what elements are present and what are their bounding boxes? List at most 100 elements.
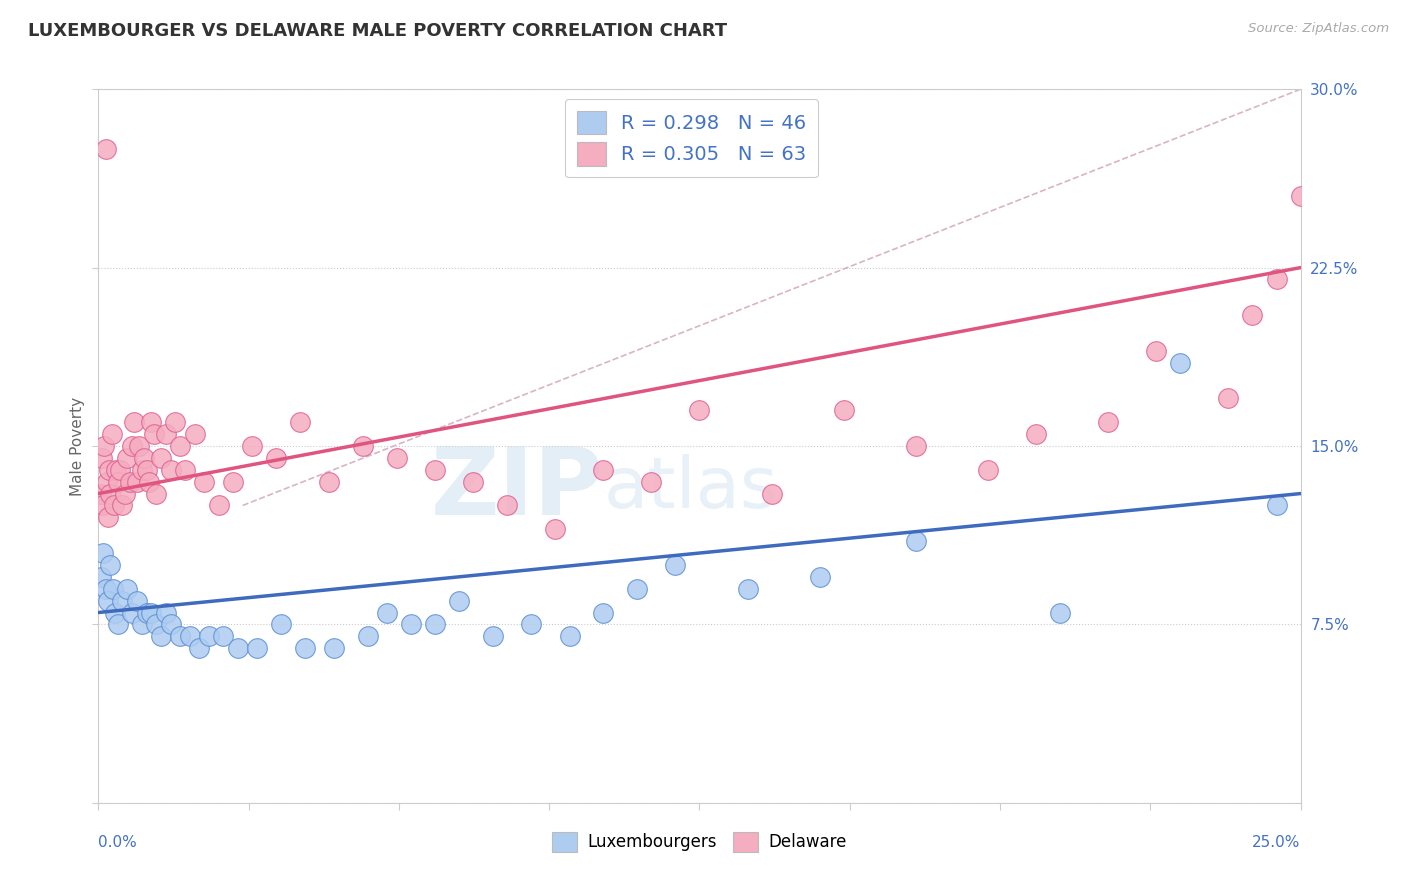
- Point: [159, 617, 181, 632]
- Point: [737, 582, 759, 596]
- Point: [104, 463, 127, 477]
- Point: [118, 475, 141, 489]
- Point: [145, 617, 167, 632]
- Point: [100, 558, 122, 572]
- Point: [159, 463, 181, 477]
- Point: [246, 641, 269, 656]
- Text: atlas: atlas: [603, 454, 778, 524]
- Point: [101, 582, 124, 596]
- Point: [142, 427, 165, 442]
- Point: [155, 427, 177, 442]
- Point: [165, 415, 187, 429]
- Point: [423, 617, 446, 632]
- Text: ZIP: ZIP: [430, 442, 603, 535]
- Point: [520, 617, 543, 632]
- Point: [101, 427, 124, 442]
- Point: [179, 629, 201, 643]
- Point: [103, 499, 125, 513]
- Point: [96, 475, 118, 489]
- Point: [91, 450, 114, 465]
- Point: [135, 463, 157, 477]
- Point: [1265, 272, 1288, 286]
- Point: [149, 450, 172, 465]
- Point: [240, 439, 263, 453]
- Point: [155, 606, 177, 620]
- Point: [90, 486, 112, 500]
- Point: [121, 439, 143, 453]
- Point: [1289, 189, 1312, 203]
- Text: 0.0%: 0.0%: [98, 835, 138, 850]
- Point: [1025, 427, 1047, 442]
- Point: [141, 415, 163, 429]
- Point: [1218, 392, 1240, 406]
- Point: [496, 499, 519, 513]
- Point: [100, 486, 122, 500]
- Point: [208, 499, 231, 513]
- Text: LUXEMBOURGER VS DELAWARE MALE POVERTY CORRELATION CHART: LUXEMBOURGER VS DELAWARE MALE POVERTY CO…: [28, 22, 727, 40]
- Point: [91, 546, 114, 560]
- Point: [318, 475, 340, 489]
- Point: [188, 641, 211, 656]
- Point: [294, 641, 316, 656]
- Point: [97, 510, 120, 524]
- Point: [1265, 499, 1288, 513]
- Point: [97, 593, 120, 607]
- Point: [1241, 308, 1264, 322]
- Point: [107, 475, 129, 489]
- Legend: Luxembourgers, Delaware: Luxembourgers, Delaware: [546, 825, 853, 859]
- Text: 25.0%: 25.0%: [1253, 835, 1301, 850]
- Point: [131, 617, 153, 632]
- Point: [352, 439, 374, 453]
- Point: [193, 475, 215, 489]
- Y-axis label: Male Poverty: Male Poverty: [69, 396, 84, 496]
- Point: [399, 617, 422, 632]
- Point: [131, 463, 153, 477]
- Point: [323, 641, 346, 656]
- Point: [226, 641, 249, 656]
- Point: [121, 606, 143, 620]
- Point: [198, 629, 221, 643]
- Point: [128, 439, 150, 453]
- Point: [385, 450, 408, 465]
- Point: [664, 558, 686, 572]
- Text: Source: ZipAtlas.com: Source: ZipAtlas.com: [1249, 22, 1389, 36]
- Point: [1144, 343, 1167, 358]
- Point: [290, 415, 312, 429]
- Point: [111, 593, 134, 607]
- Point: [1049, 606, 1071, 620]
- Point: [544, 522, 567, 536]
- Point: [117, 582, 139, 596]
- Point: [169, 439, 191, 453]
- Point: [145, 486, 167, 500]
- Point: [104, 606, 127, 620]
- Point: [149, 629, 172, 643]
- Point: [977, 463, 1000, 477]
- Point: [132, 450, 155, 465]
- Point: [138, 475, 160, 489]
- Point: [114, 486, 136, 500]
- Point: [107, 617, 129, 632]
- Point: [125, 475, 148, 489]
- Point: [169, 629, 191, 643]
- Point: [832, 403, 855, 417]
- Point: [108, 463, 131, 477]
- Point: [1170, 356, 1192, 370]
- Point: [125, 593, 148, 607]
- Point: [904, 534, 927, 549]
- Point: [481, 629, 503, 643]
- Point: [447, 593, 470, 607]
- Point: [174, 463, 197, 477]
- Point: [266, 450, 288, 465]
- Point: [558, 629, 581, 643]
- Point: [135, 606, 157, 620]
- Point: [124, 415, 146, 429]
- Point: [183, 427, 205, 442]
- Point: [222, 475, 245, 489]
- Point: [94, 582, 117, 596]
- Point: [640, 475, 662, 489]
- Point: [592, 606, 614, 620]
- Point: [91, 499, 114, 513]
- Point: [93, 439, 115, 453]
- Point: [1097, 415, 1119, 429]
- Point: [111, 499, 134, 513]
